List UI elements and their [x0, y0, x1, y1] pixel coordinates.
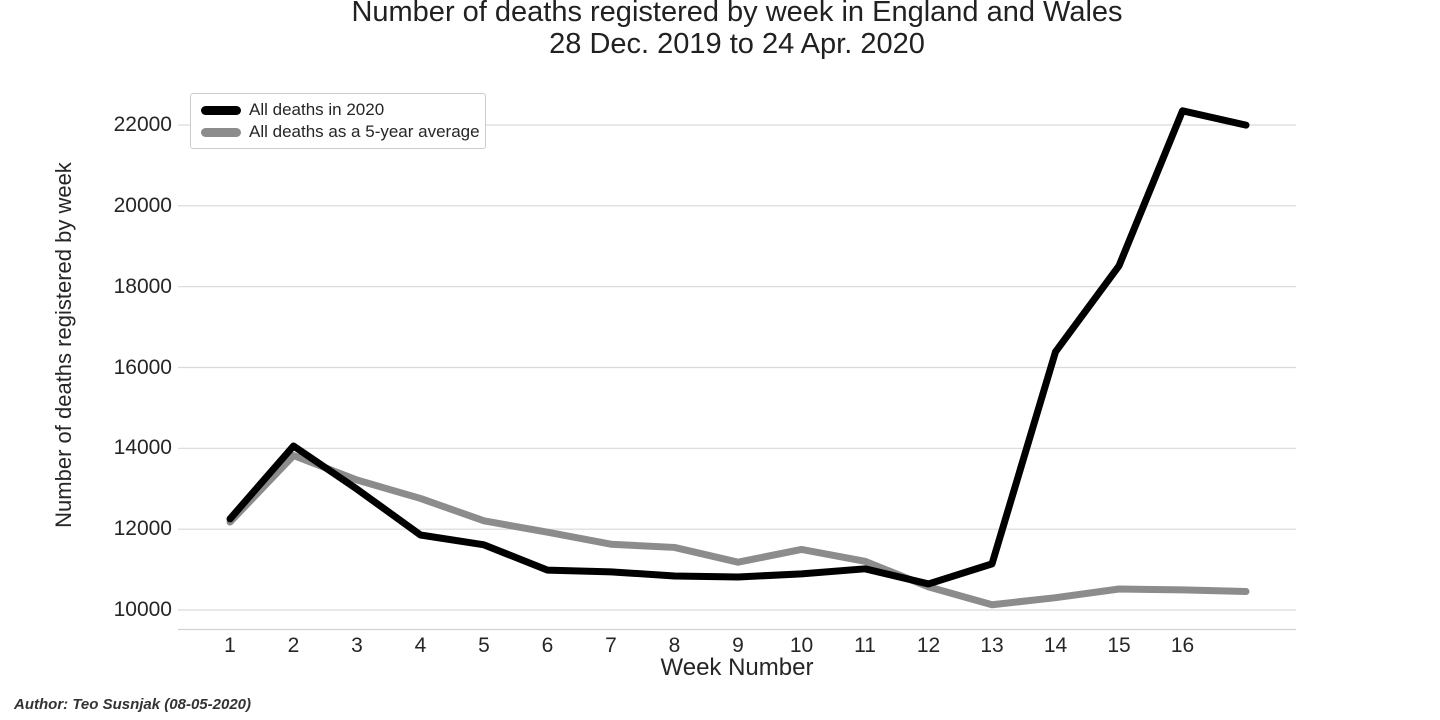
y-tick-label: 20000: [113, 193, 172, 217]
y-tick-label: 10000: [113, 598, 172, 621]
legend-label: All deaths in 2020: [249, 100, 385, 119]
y-tick-label: 22000: [113, 113, 172, 136]
legend-label: All deaths as a 5-year average: [249, 122, 480, 141]
x-axis-title: Week Number: [660, 654, 814, 681]
x-tick-label: 8: [668, 634, 681, 657]
x-tick-label: 15: [1107, 634, 1131, 657]
legend-swatch-all-deaths-in-2020: [201, 105, 241, 115]
x-tick-label: 16: [1170, 634, 1195, 657]
series-line-all-deaths-as-a-5-year-average: [226, 452, 1250, 609]
legend: All deaths in 2020 All deaths as a 5-year…: [190, 93, 486, 149]
y-tick-label: 16000: [113, 355, 172, 379]
x-tick-label: 5: [478, 634, 490, 657]
legend-item-all-deaths-in-2020: All deaths in 2020: [201, 99, 480, 121]
series-line-all-deaths-in-2020: [226, 107, 1250, 588]
x-tick-label: 11: [854, 634, 876, 657]
x-tick-label: 2: [287, 634, 300, 657]
legend-item-all-deaths-as-a-5-year-average: All deaths as a 5-year average: [201, 121, 480, 143]
x-tick-label: 12: [916, 634, 941, 657]
x-tick-label: 1: [224, 634, 236, 657]
chart-title: Number of deaths registered by week in E…: [37, 0, 1437, 60]
author-note: Author: Teo Susnjak (08-05-2020): [14, 696, 252, 713]
chart-title-line1: Number of deaths registered by week in E…: [351, 0, 1123, 28]
x-tick-label: 4: [414, 634, 427, 657]
x-tick-label: 10: [789, 634, 814, 657]
chart-title-line2: 28 Dec. 2019 to 24 Apr. 2020: [549, 28, 925, 60]
x-tick-label: 6: [541, 634, 554, 657]
x-tick-label: 3: [351, 634, 363, 657]
x-tick-label: 9: [732, 634, 744, 657]
y-tick-label: 12000: [113, 517, 172, 541]
y-tick-label: 14000: [113, 436, 172, 460]
y-tick-label: 18000: [113, 274, 172, 298]
x-tick-label: 7: [605, 634, 617, 657]
y-axis-title: Number of deaths registered by week: [51, 162, 76, 528]
x-tick-label: 13: [980, 634, 1004, 657]
x-tick-label: 14: [1043, 634, 1068, 657]
legend-swatch-all-deaths-as-a-5-year-average: [201, 127, 241, 137]
